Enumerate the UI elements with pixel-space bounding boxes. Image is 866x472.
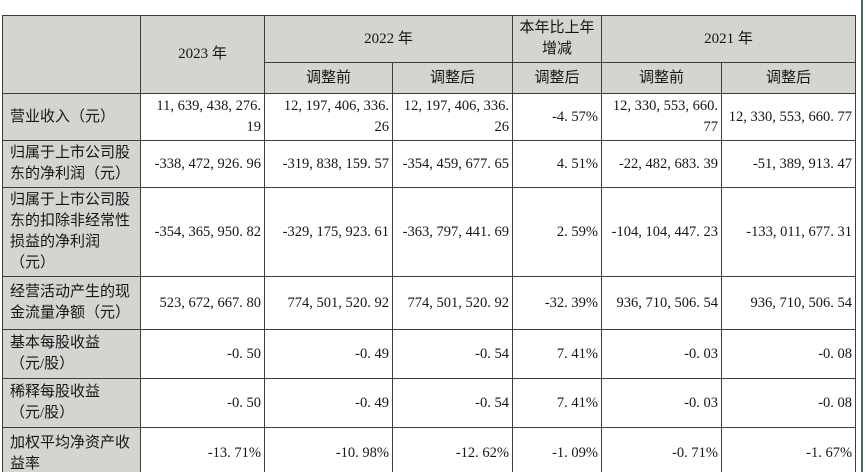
value-cell: -338, 472, 926. 96: [140, 140, 265, 188]
table-row: 归属于上市公司股东的净利润（元） -338, 472, 926. 96 -319, …: [2, 140, 857, 188]
row-label: 经营活动产生的现金流量净额（元）: [2, 276, 141, 330]
value-cell: -32. 39%: [512, 276, 603, 330]
value-cell: 2. 59%: [512, 187, 603, 277]
value-cell: -133, 011, 677. 31: [721, 187, 857, 277]
column-header-cell: 2022 年: [263, 15, 514, 63]
column-header-cell: 本年比上年增减: [512, 15, 603, 63]
value-cell: 12, 330, 553, 660. 77: [721, 93, 857, 141]
value-cell: -0. 50: [140, 378, 265, 428]
table-body: 营业收入（元） 11, 639, 438, 276. 19 12, 197, 406…: [2, 93, 857, 472]
row-label: 稀释每股收益（元/股）: [2, 378, 141, 428]
value-cell: -12. 62%: [391, 427, 514, 472]
value-cell: -0. 03: [601, 329, 723, 379]
value-cell: -0. 49: [264, 329, 393, 379]
value-cell: -1. 67%: [721, 427, 857, 472]
table-row: 经营活动产生的现金流量净额（元） 523, 672, 667. 80 774, 50…: [2, 276, 857, 330]
value-cell: -354, 365, 950. 82: [140, 187, 265, 277]
financial-summary-table-wrap: 2023 年 2022 年本年比上年增减 2021 年调整前 调整后 调整后 调整前 调整后…: [2, 15, 857, 472]
value-cell: 12, 330, 553, 660. 77: [601, 93, 723, 141]
column-subheader-cell: 调整前: [601, 62, 723, 94]
value-cell: 11, 639, 438, 276. 19: [140, 93, 265, 141]
value-cell: -4. 57%: [512, 93, 603, 141]
value-cell: -0. 08: [721, 329, 857, 379]
column-subheader-cell: 调整后: [512, 62, 603, 94]
value-cell: 12, 197, 406, 336. 26: [391, 93, 514, 141]
row-label: 归属于上市公司股东的净利润（元）: [2, 140, 141, 188]
table-row: 归属于上市公司股东的扣除非经常性损益的净利润（元） -354, 365, 950.…: [2, 187, 857, 277]
value-cell: -0. 03: [601, 378, 723, 428]
value-cell: -13. 71%: [140, 427, 265, 472]
value-cell: -329, 175, 923. 61: [264, 187, 393, 277]
row-label: 加权平均净资产收益率: [2, 427, 141, 472]
value-cell: -0. 49: [264, 378, 393, 428]
value-cell: -354, 459, 677. 65: [391, 140, 514, 188]
financial-summary-table: 2023 年 2022 年本年比上年增减 2021 年调整前 调整后 调整后 调整前 调整后…: [2, 15, 857, 472]
column-header-cell: 2021 年: [601, 15, 857, 63]
value-cell: 12, 197, 406, 336. 26: [264, 93, 393, 141]
value-cell: -51, 389, 913. 47: [721, 140, 857, 188]
table-row: 加权平均净资产收益率 -13. 71% -10. 98% -12. 62% -1. 09…: [2, 427, 857, 472]
value-cell: -0. 50: [140, 329, 265, 379]
table-row: 营业收入（元） 11, 639, 438, 276. 19 12, 197, 406…: [2, 93, 857, 141]
column-subheader-cell: 调整后: [721, 62, 857, 94]
row-label: 归属于上市公司股东的扣除非经常性损益的净利润（元）: [2, 187, 141, 277]
column-subheader-cell: 调整前: [264, 62, 393, 94]
value-cell: 4. 51%: [512, 140, 603, 188]
value-cell: 774, 501, 520. 92: [391, 276, 514, 330]
value-cell: 936, 710, 506. 54: [721, 276, 857, 330]
row-label: 基本每股收益（元/股）: [2, 329, 141, 379]
column-header-cell: [2, 15, 141, 94]
value-cell: -0. 54: [391, 329, 514, 379]
page-edge-green-line: [861, 0, 863, 472]
table-row: 稀释每股收益（元/股） -0. 50 -0. 49 -0. 54 7. 41% -0. 0…: [2, 378, 857, 428]
value-cell: -0. 08: [721, 378, 857, 428]
value-cell: -104, 104, 447. 23: [601, 187, 723, 277]
value-cell: -22, 482, 683. 39: [601, 140, 723, 188]
value-cell: -319, 838, 159. 57: [264, 140, 393, 188]
table-header: 2023 年 2022 年本年比上年增减 2021 年调整前 调整后 调整后 调整前 调整后: [2, 15, 857, 94]
value-cell: 523, 672, 667. 80: [140, 276, 265, 330]
row-label: 营业收入（元）: [2, 93, 141, 141]
value-cell: 774, 501, 520. 92: [264, 276, 393, 330]
value-cell: -0. 71%: [601, 427, 723, 472]
value-cell: -0. 54: [391, 378, 514, 428]
value-cell: 7. 41%: [512, 378, 603, 428]
column-subheader-cell: 调整后: [391, 62, 514, 94]
value-cell: -10. 98%: [264, 427, 393, 472]
value-cell: -1. 09%: [512, 427, 603, 472]
value-cell: 936, 710, 506. 54: [601, 276, 723, 330]
value-cell: -363, 797, 441. 69: [391, 187, 514, 277]
table-row: 基本每股收益（元/股） -0. 50 -0. 49 -0. 54 7. 41% -0. 0…: [2, 329, 857, 379]
value-cell: 7. 41%: [512, 329, 603, 379]
column-header-cell: 2023 年: [140, 15, 265, 94]
